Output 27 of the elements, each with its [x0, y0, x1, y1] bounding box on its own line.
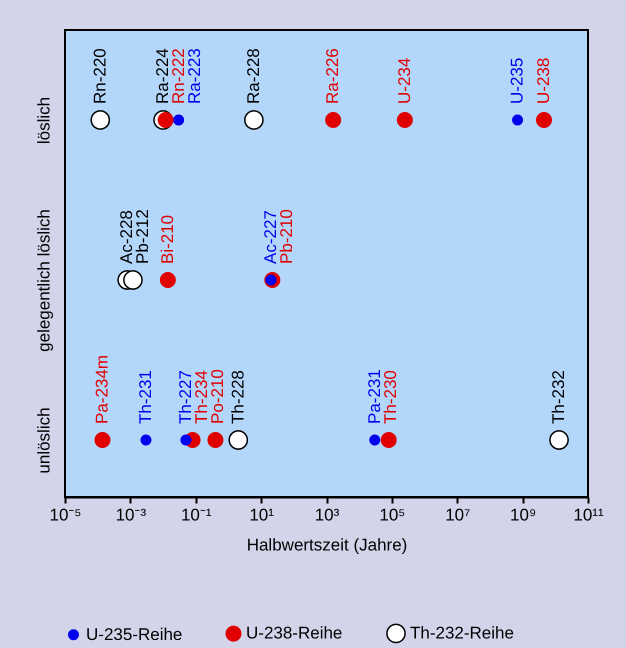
- data-label: Th-231: [136, 370, 155, 424]
- x-axis-title: Halbwertszeit (Jahre): [246, 536, 408, 554]
- data-label: Bi-210: [158, 214, 177, 264]
- legend-label: U-238-Reihe: [246, 624, 342, 643]
- data-label: Th-232: [549, 370, 568, 424]
- data-label: Rn-220: [90, 48, 110, 104]
- data-label: U-235: [508, 58, 527, 104]
- legend-label: Th-232-Reihe: [410, 623, 514, 642]
- x-tick-label: 10³: [314, 506, 340, 524]
- y-tick-label: unlöslich: [34, 407, 54, 474]
- data-label: U-234: [394, 58, 414, 104]
- x-tick-label: 10⁻¹: [180, 506, 212, 524]
- data-label: Ra-228: [244, 48, 263, 104]
- x-tick-label: 10⁷: [445, 506, 470, 524]
- x-tick-label: 10¹: [249, 506, 274, 524]
- legend-label: U-235-Reihe: [86, 624, 182, 644]
- data-label: Pa-234m: [92, 355, 112, 424]
- data-label: Ra-226: [323, 48, 342, 104]
- y-tick-label: löslich: [34, 96, 54, 144]
- x-tick-label: 10⁵: [379, 506, 406, 524]
- x-tick-label: 10⁻³: [116, 506, 146, 524]
- data-label: U-238: [534, 58, 553, 104]
- x-tick-label: 10¹¹: [573, 506, 604, 524]
- data-label: Th-228: [228, 370, 248, 424]
- y-tick-label: gelegentlich löslich: [34, 209, 54, 352]
- x-tick-label: 10⁹: [510, 506, 536, 524]
- x-tick-label: 10⁻⁵: [50, 506, 82, 524]
